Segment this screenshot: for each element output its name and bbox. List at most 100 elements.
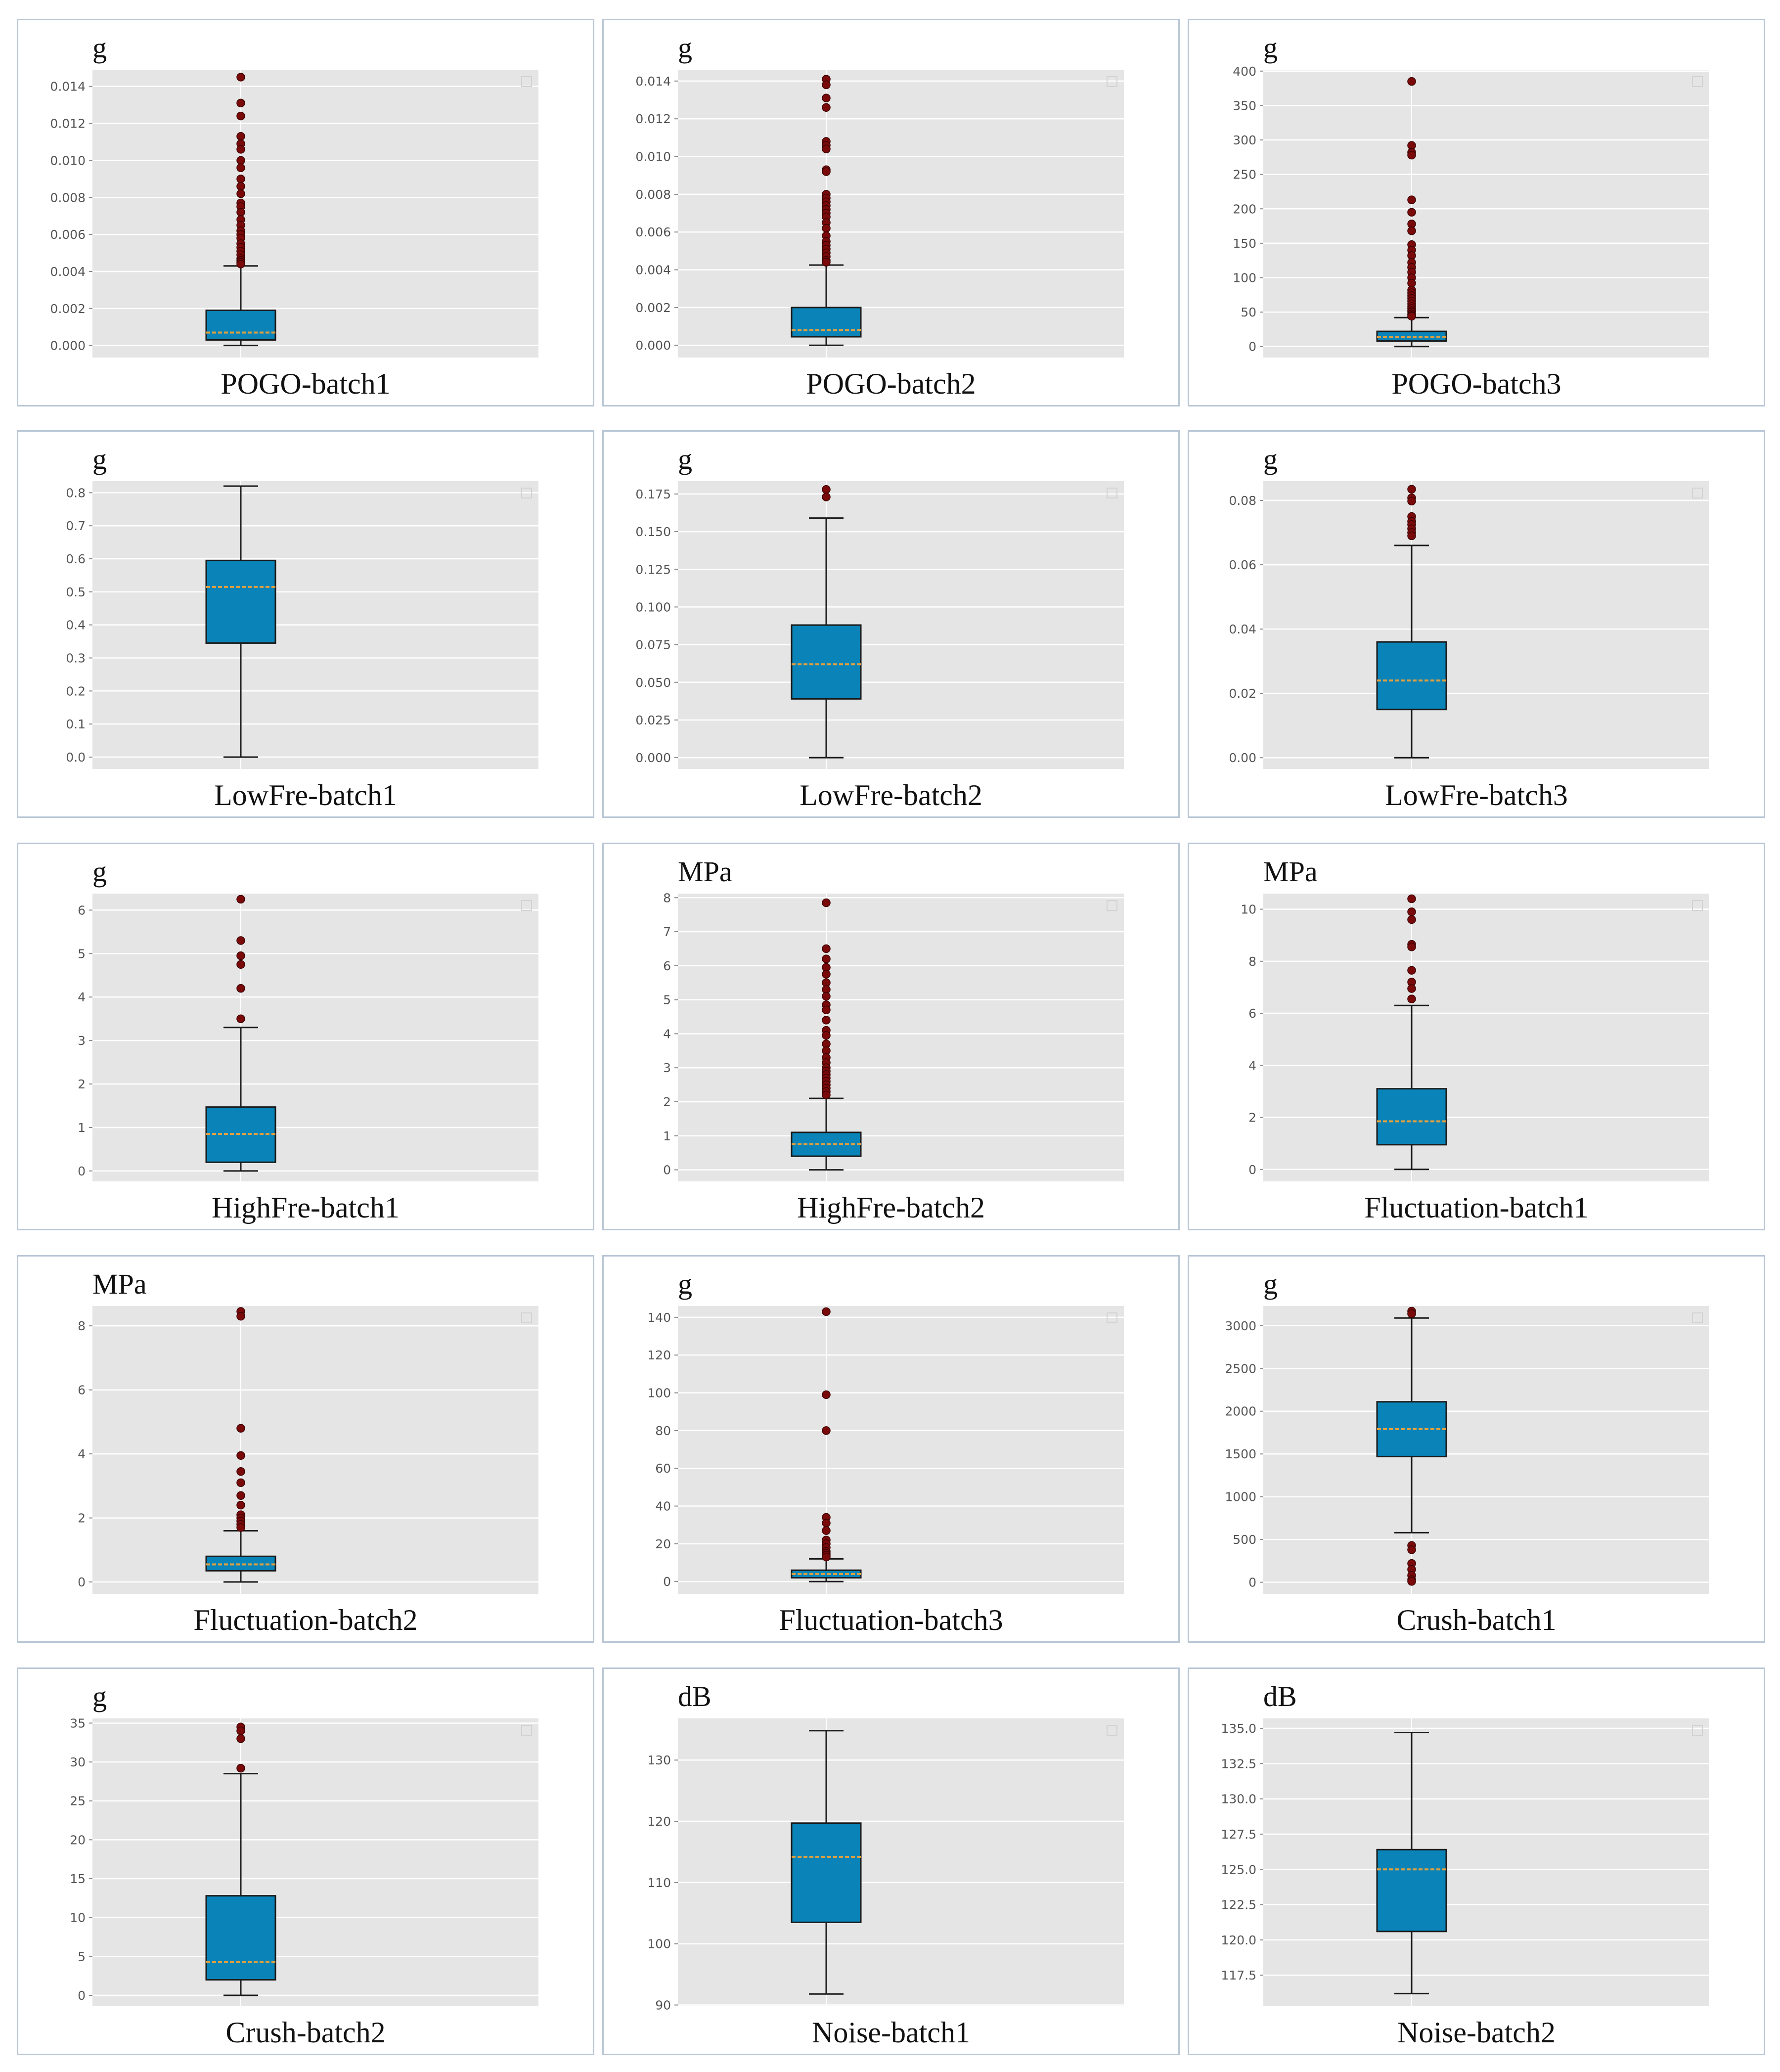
y-tick-label: 0.006 (50, 227, 86, 242)
chart-panel: 0 2 4 6 8 MPa Fluctuation-batch2 (17, 1255, 594, 1643)
y-tick-label: 0.004 (635, 263, 671, 277)
y-tick-label: 3 (663, 1061, 671, 1075)
unit-label: g (92, 32, 107, 64)
outlier-point (236, 936, 245, 945)
legend-box (521, 488, 532, 498)
chart-panel: 0 5 10 15 20 25 30 35 g Crush-batch2 (17, 1667, 594, 2055)
y-tick-label: 130.0 (1221, 1792, 1256, 1806)
y-tick-label: 0.100 (635, 600, 671, 614)
unit-label: dB (678, 1680, 712, 1712)
plot-area (678, 894, 1124, 1181)
outlier-point (1407, 984, 1416, 993)
y-tick-label: 0.02 (1229, 686, 1256, 701)
y-tick-label: 4 (663, 1027, 671, 1041)
outlier-point (1407, 1577, 1416, 1586)
outlier-point (236, 189, 245, 198)
plot-area (678, 481, 1124, 769)
y-tick-label: 0.075 (635, 638, 671, 652)
outlier-point (822, 1307, 831, 1316)
y-tick-label: 400 (1233, 64, 1256, 79)
y-tick-label: 122.5 (1221, 1898, 1256, 1912)
chart-title: Noise-batch1 (812, 2016, 970, 2049)
y-tick-label: 0.1 (66, 717, 86, 731)
y-tick-label: 0.002 (635, 301, 671, 315)
chart-title: HighFre-batch2 (797, 1191, 985, 1224)
y-tick-label: 0.3 (66, 651, 86, 665)
outlier-point (236, 1424, 245, 1433)
outlier-point (1407, 994, 1416, 1003)
outlier-point (236, 132, 245, 141)
box-plot: 0.000 0.002 0.004 0.006 0.008 0.010 0.012 0.014 (635, 70, 1124, 358)
plot-area (92, 1306, 538, 1594)
y-tick-label: 0.6 (66, 552, 86, 566)
unit-label: dB (1263, 1680, 1297, 1712)
box-plot: 0 5 10 15 20 25 30 35 (70, 1716, 538, 2006)
outlier-point (1407, 894, 1416, 903)
outlier-point (236, 895, 245, 904)
y-tick-label: 0 (78, 1988, 86, 2003)
y-tick-label: 100 (1233, 270, 1256, 285)
y-tick-label: 2 (1248, 1111, 1256, 1125)
unit-label: g (678, 32, 692, 64)
chart-title: Fluctuation-batch1 (1364, 1191, 1589, 1224)
y-tick-label: 0.008 (50, 190, 86, 205)
plot-area (678, 70, 1124, 358)
outlier-point (1407, 150, 1416, 160)
iqr-box (1376, 1088, 1447, 1146)
outlier-point (1407, 907, 1416, 916)
y-tick-label: 10 (70, 1911, 86, 1925)
y-tick-label: 117.5 (1221, 1968, 1256, 1982)
box-plot: 0.000 0.025 0.050 0.075 0.100 0.125 0.150 0.175 (635, 481, 1124, 769)
chart-title: LowFre-batch1 (214, 779, 397, 811)
outlier-point (236, 73, 245, 82)
y-tick-label: 6 (78, 903, 86, 917)
chart-panel: 90 100 110 120 130 dB Noise-batch1 (602, 1667, 1180, 2055)
outlier-point (822, 493, 831, 501)
y-tick-label: 4 (78, 1447, 86, 1461)
iqr-box (205, 1555, 276, 1572)
y-tick-label: 150 (1233, 236, 1256, 251)
outlier-point (1407, 943, 1416, 951)
chart-panel: 0.000 0.002 0.004 0.006 0.008 0.010 0.012 0.014… (17, 19, 594, 406)
y-tick-label: 0 (78, 1164, 86, 1178)
y-tick-label: 35 (70, 1716, 86, 1730)
outlier-point (236, 208, 245, 217)
legend-box (1107, 488, 1117, 498)
outlier-point (236, 182, 245, 191)
y-tick-label: 0.004 (50, 265, 86, 279)
box-plot: 0 2 4 6 8 (78, 1306, 538, 1594)
y-tick-label: 0.000 (635, 338, 671, 353)
chart-panel: 0 1 2 3 4 5 6 g HighFre-batch1 (17, 843, 594, 1230)
legend-box (1692, 76, 1703, 87)
y-tick-label: 1000 (1225, 1490, 1256, 1504)
outlier-point (822, 1031, 831, 1040)
y-tick-label: 250 (1233, 168, 1256, 182)
outlier-point (236, 1311, 245, 1321)
plot-area (92, 1718, 538, 2006)
outlier-point (822, 485, 831, 494)
y-tick-label: 5 (78, 1949, 86, 1964)
y-tick-label: 100 (647, 1937, 671, 1951)
y-tick-label: 0 (663, 1575, 671, 1589)
outlier-point (1407, 496, 1416, 506)
unit-label: MPa (678, 856, 732, 888)
y-tick-label: 0.012 (635, 112, 671, 126)
y-tick-label: 0 (1248, 1576, 1256, 1590)
outlier-point (236, 1734, 245, 1743)
outlier-point (822, 1526, 831, 1535)
y-tick-label: 0.010 (50, 153, 86, 168)
outlier-point (822, 93, 831, 102)
y-tick-label: 0.008 (635, 187, 671, 202)
outlier-point (236, 163, 245, 173)
legend-box (1692, 488, 1703, 498)
iqr-box (791, 1131, 862, 1157)
plot-area (1263, 1306, 1709, 1594)
outlier-point (822, 80, 831, 90)
outlier-point (1407, 226, 1416, 235)
y-tick-label: 0.04 (1229, 622, 1256, 636)
chart-panel: 0 50 100 150 200 250 300 350 400 g POGO-batch3 (1188, 19, 1765, 406)
chart-panel: 0.0 0.1 0.2 0.3 0.4 0.5 0.6 0.7 0.8 g LowFre-batch… (17, 430, 594, 818)
y-tick-label: 0.175 (635, 487, 671, 501)
y-tick-label: 0.000 (50, 339, 86, 353)
outlier-point (1407, 1309, 1416, 1318)
